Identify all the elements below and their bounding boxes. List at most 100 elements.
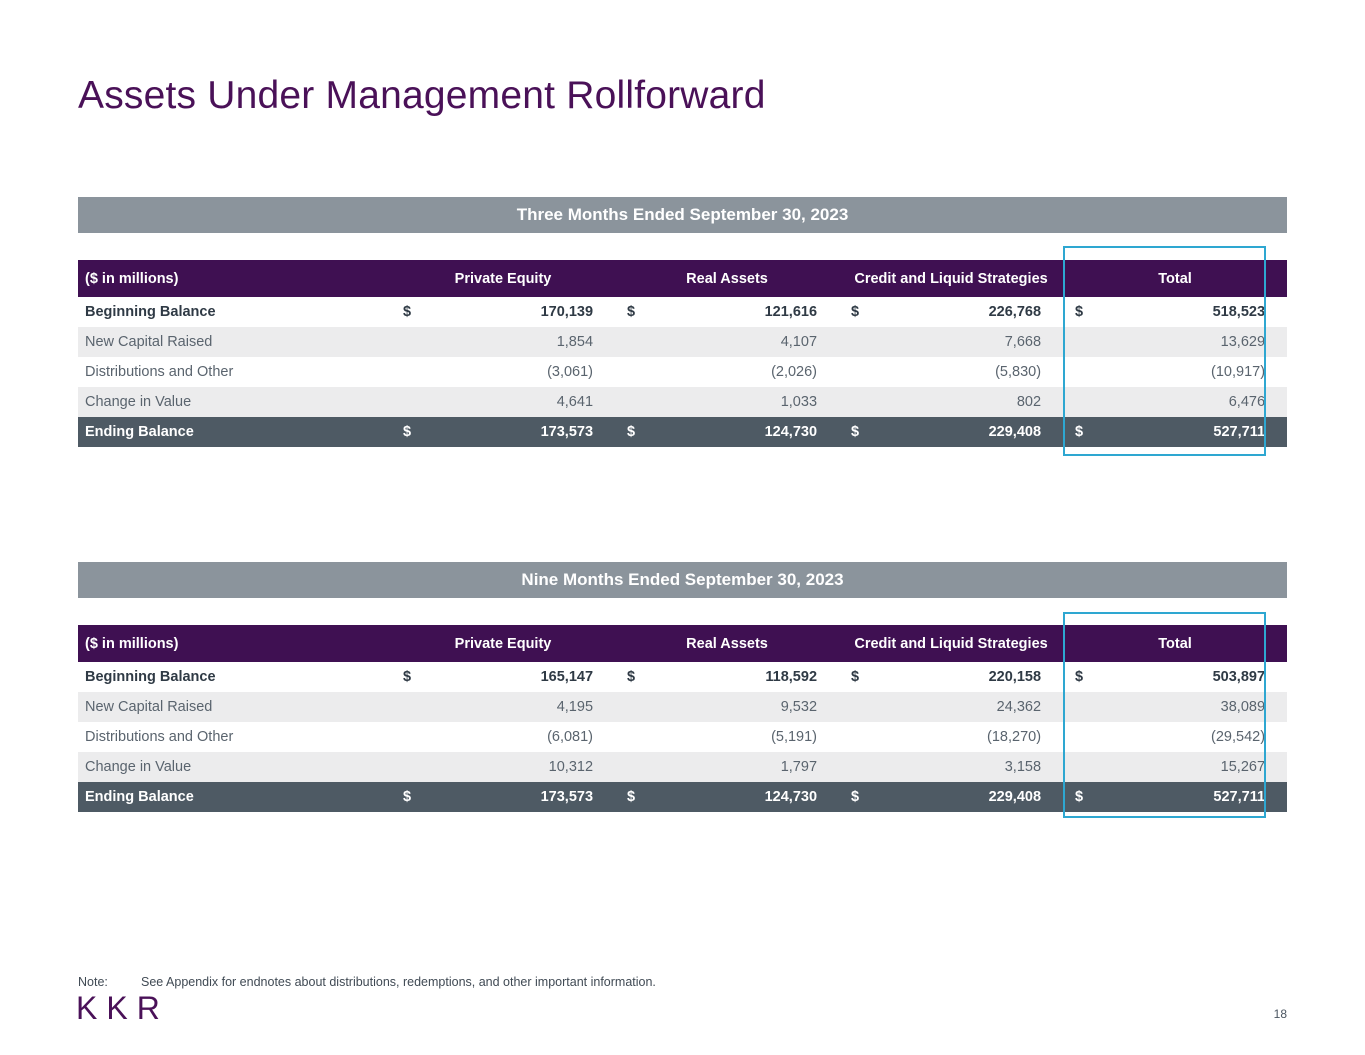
footnote: Note: See Appendix for endnotes about dis…	[78, 975, 656, 989]
column-header-credit: Credit and Liquid Strategies	[839, 625, 1064, 662]
row-label: Ending Balance	[78, 782, 391, 812]
currency-symbol: $	[1063, 662, 1094, 692]
value-cell: 173,573	[421, 782, 616, 812]
currency-symbol: $	[391, 297, 421, 327]
currency-symbol: $	[391, 782, 421, 812]
column-header-total: Total	[1063, 260, 1288, 297]
currency-symbol	[615, 357, 646, 387]
currency-symbol	[839, 752, 870, 782]
period-band-three-months: Three Months Ended September 30, 2023	[78, 197, 1287, 233]
row-label: Change in Value	[78, 387, 391, 417]
currency-symbol	[391, 387, 421, 417]
currency-symbol	[1063, 722, 1094, 752]
currency-symbol	[391, 752, 421, 782]
value-cell: 7,668	[869, 327, 1064, 357]
value-cell: 3,158	[869, 752, 1064, 782]
row-label: Beginning Balance	[78, 662, 391, 692]
value-cell: 229,408	[869, 417, 1064, 447]
currency-symbol	[1063, 752, 1094, 782]
column-header-real-assets: Real Assets	[615, 260, 840, 297]
currency-symbol	[615, 752, 646, 782]
value-cell: 1,033	[645, 387, 840, 417]
table-header-row: ($ in millions) Private Equity Real Asse…	[78, 625, 1288, 662]
currency-symbol	[839, 357, 870, 387]
nine-months-section: Nine Months Ended September 30, 2023 ($ …	[78, 562, 1288, 812]
value-cell: 503,897	[1093, 662, 1288, 692]
currency-symbol	[839, 327, 870, 357]
table-row-ending-balance: Ending Balance $ 173,573 $ 124,730 $ 229…	[78, 782, 1288, 812]
period-band-nine-months: Nine Months Ended September 30, 2023	[78, 562, 1287, 598]
row-label: Change in Value	[78, 752, 391, 782]
currency-symbol	[391, 692, 421, 722]
value-cell: 121,616	[645, 297, 840, 327]
currency-symbol	[1063, 387, 1094, 417]
column-header-credit: Credit and Liquid Strategies	[839, 260, 1064, 297]
currency-symbol: $	[615, 297, 646, 327]
table-row-beginning-balance: Beginning Balance $ 165,147 $ 118,592 $ …	[78, 662, 1288, 692]
column-header-private-equity: Private Equity	[391, 625, 616, 662]
value-cell: 170,139	[421, 297, 616, 327]
value-cell: (5,191)	[645, 722, 840, 752]
page-title: Assets Under Management Rollforward	[78, 74, 766, 117]
column-header-units: ($ in millions)	[78, 625, 391, 662]
value-cell: 4,107	[645, 327, 840, 357]
currency-symbol: $	[839, 662, 870, 692]
table-row-change-in-value: Change in Value 4,641 1,033 802 6,476	[78, 387, 1288, 417]
currency-symbol	[1063, 327, 1094, 357]
currency-symbol: $	[615, 782, 646, 812]
column-header-real-assets: Real Assets	[615, 625, 840, 662]
page-number: 18	[1273, 1007, 1287, 1021]
currency-symbol	[839, 722, 870, 752]
column-header-total: Total	[1063, 625, 1288, 662]
three-months-section: Three Months Ended September 30, 2023 ($…	[78, 197, 1288, 447]
table-row-distributions-and-other: Distributions and Other (3,061) (2,026) …	[78, 357, 1288, 387]
value-cell: 13,629	[1093, 327, 1288, 357]
table-row-new-capital-raised: New Capital Raised 1,854 4,107 7,668 13,…	[78, 327, 1288, 357]
value-cell: 165,147	[421, 662, 616, 692]
currency-symbol: $	[1063, 297, 1094, 327]
currency-symbol: $	[1063, 417, 1094, 447]
table-row-distributions-and-other: Distributions and Other (6,081) (5,191) …	[78, 722, 1288, 752]
row-label: New Capital Raised	[78, 327, 391, 357]
value-cell: 220,158	[869, 662, 1064, 692]
value-cell: 527,711	[1093, 417, 1288, 447]
value-cell: 15,267	[1093, 752, 1288, 782]
value-cell: 173,573	[421, 417, 616, 447]
currency-symbol	[391, 722, 421, 752]
value-cell: 229,408	[869, 782, 1064, 812]
value-cell: 124,730	[645, 417, 840, 447]
value-cell: 1,854	[421, 327, 616, 357]
aum-table-three-months: ($ in millions) Private Equity Real Asse…	[78, 260, 1288, 447]
value-cell: 38,089	[1093, 692, 1288, 722]
row-label: Ending Balance	[78, 417, 391, 447]
currency-symbol	[615, 327, 646, 357]
currency-symbol	[839, 387, 870, 417]
kkr-logo: KKR	[76, 990, 169, 1026]
value-cell: 527,711	[1093, 782, 1288, 812]
currency-symbol: $	[391, 417, 421, 447]
currency-symbol: $	[1063, 782, 1094, 812]
value-cell: 24,362	[869, 692, 1064, 722]
value-cell: (6,081)	[421, 722, 616, 752]
table-header-row: ($ in millions) Private Equity Real Asse…	[78, 260, 1288, 297]
table-row-ending-balance: Ending Balance $ 173,573 $ 124,730 $ 229…	[78, 417, 1288, 447]
footnote-text: See Appendix for endnotes about distribu…	[141, 975, 656, 989]
row-label: Distributions and Other	[78, 357, 391, 387]
currency-symbol: $	[615, 662, 646, 692]
currency-symbol: $	[839, 417, 870, 447]
currency-symbol	[839, 692, 870, 722]
currency-symbol: $	[615, 417, 646, 447]
currency-symbol	[615, 387, 646, 417]
value-cell: 124,730	[645, 782, 840, 812]
value-cell: 518,523	[1093, 297, 1288, 327]
value-cell: (2,026)	[645, 357, 840, 387]
value-cell: 4,195	[421, 692, 616, 722]
aum-table-nine-months: ($ in millions) Private Equity Real Asse…	[78, 625, 1288, 812]
currency-symbol: $	[839, 782, 870, 812]
value-cell: (29,542)	[1093, 722, 1288, 752]
value-cell: 6,476	[1093, 387, 1288, 417]
currency-symbol	[1063, 357, 1094, 387]
value-cell: 9,532	[645, 692, 840, 722]
value-cell: 1,797	[645, 752, 840, 782]
currency-symbol	[391, 327, 421, 357]
